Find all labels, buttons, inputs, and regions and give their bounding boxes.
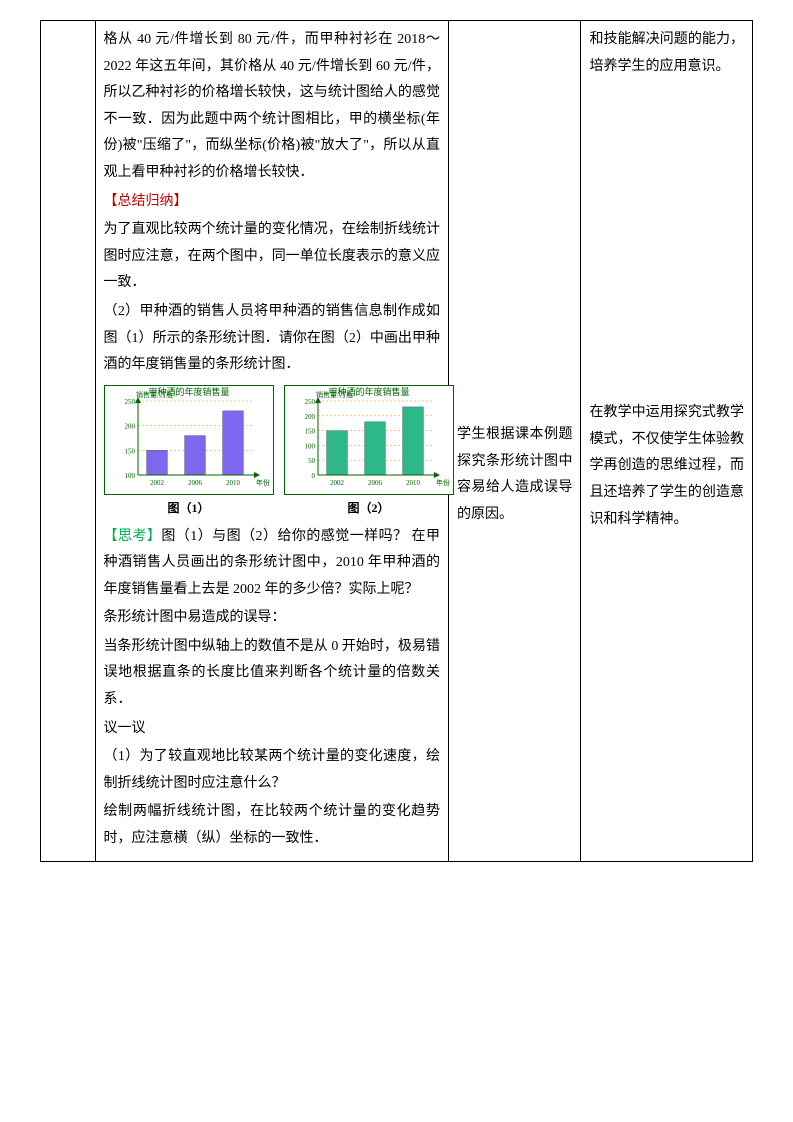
- chart-2-block: 甲种酒的年度销售量050100150200250销售量/万瓶2002200620…: [284, 385, 454, 520]
- chart-2: 甲种酒的年度销售量050100150200250销售量/万瓶2002200620…: [284, 385, 454, 495]
- svg-text:200: 200: [124, 422, 135, 430]
- col4-para-2: 在教学中运用探究式教学模式，不仅使学生体验教学再创造的思维过程，而且还培养了学生…: [589, 400, 744, 533]
- svg-text:2006: 2006: [188, 479, 203, 487]
- chart-1-block: 甲种酒的年度销售量100150200250销售量/万瓶200220062010年…: [104, 385, 274, 520]
- svg-text:年份: 年份: [256, 478, 270, 487]
- svg-text:2002: 2002: [150, 479, 165, 487]
- para-3: （2）甲种酒的销售人员将甲种酒的销售信息制作成如图（1）所示的条形统计图．请你在…: [104, 299, 440, 379]
- cell-col2: 格从 40 元/件增长到 80 元/件，而甲种衬衫在 2018～2022 年这五…: [95, 21, 448, 862]
- svg-text:0: 0: [311, 472, 315, 480]
- svg-text:50: 50: [308, 457, 316, 465]
- svg-text:年份: 年份: [436, 478, 450, 487]
- cell-col1: [41, 21, 96, 862]
- svg-text:100: 100: [304, 442, 315, 450]
- para-9: 绘制两幅折线统计图，在比较两个统计量的变化趋势时，应注意横（纵）坐标的一致性．: [104, 799, 440, 852]
- svg-text:100: 100: [124, 472, 135, 480]
- summary-heading: 【总结归纳】: [104, 189, 440, 216]
- svg-text:200: 200: [304, 413, 315, 421]
- think-heading: 【思考】: [104, 529, 162, 544]
- svg-text:2010: 2010: [226, 479, 241, 487]
- chart-2-caption: 图（2）: [347, 497, 389, 520]
- svg-text:2010: 2010: [406, 479, 421, 487]
- svg-text:250: 250: [124, 398, 135, 406]
- para-5: 条形统计图中易造成的误导：: [104, 605, 440, 632]
- svg-text:150: 150: [304, 427, 315, 435]
- svg-text:2006: 2006: [368, 479, 383, 487]
- para-8: （1）为了较直观地比较某两个统计量的变化速度，绘制折线统计图时应注意什么？: [104, 744, 440, 797]
- svg-text:销售量/万瓶: 销售量/万瓶: [136, 390, 173, 399]
- svg-text:2002: 2002: [330, 479, 345, 487]
- para-2: 为了直观比较两个统计量的变化情况，在绘制折线统计图时应注意，在两个图中，同一单位…: [104, 217, 440, 297]
- think-para: 【思考】图（1）与图（2）给你的感觉一样吗？ 在甲种酒销售人员画出的条形统计图中…: [104, 524, 440, 604]
- para-6: 当条形统计图中纵轴上的数值不是从 0 开始时，极易错误地根据直条的长度比值来判断…: [104, 634, 440, 714]
- lesson-table: 格从 40 元/件增长到 80 元/件，而甲种衬衫在 2018～2022 年这五…: [40, 20, 753, 862]
- svg-text:销售量/万瓶: 销售量/万瓶: [316, 390, 353, 399]
- svg-text:250: 250: [304, 398, 315, 406]
- charts-row: 甲种酒的年度销售量100150200250销售量/万瓶200220062010年…: [104, 385, 440, 520]
- chart-1-caption: 图（1）: [167, 497, 209, 520]
- col3-para-1: 学生根据课本例题探究条形统计图中容易给人造成误导的原因。: [457, 422, 573, 528]
- cell-col4: 和技能解决问题的能力，培养学生的应用意识。 在教学中运用探究式教学模式，不仅使学…: [581, 21, 753, 862]
- para-1: 格从 40 元/件增长到 80 元/件，而甲种衬衫在 2018～2022 年这五…: [104, 27, 440, 187]
- chart-1: 甲种酒的年度销售量100150200250销售量/万瓶200220062010年…: [104, 385, 274, 495]
- para-7: 议一议: [104, 716, 440, 743]
- svg-text:150: 150: [124, 447, 135, 455]
- col4-para-1: 和技能解决问题的能力，培养学生的应用意识。: [589, 27, 744, 80]
- cell-col3: 学生根据课本例题探究条形统计图中容易给人造成误导的原因。: [448, 21, 581, 862]
